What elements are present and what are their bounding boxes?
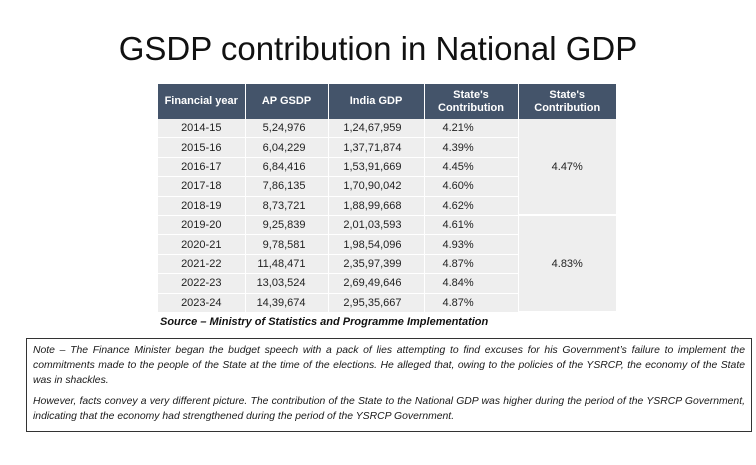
cell-contribution: 4.45% bbox=[424, 157, 519, 178]
cell-ap-gsdp: 9,78,581 bbox=[245, 234, 329, 255]
cell-india-gdp: 1,98,54,096 bbox=[328, 234, 425, 255]
cell-ap-gsdp: 13,03,524 bbox=[245, 273, 329, 294]
cell-year: 2020-21 bbox=[158, 234, 246, 255]
cell-year: 2015-16 bbox=[158, 137, 246, 158]
cell-year: 2022-23 bbox=[158, 273, 246, 294]
cell-year: 2016-17 bbox=[158, 157, 246, 178]
header-state-contribution: State's Contribution bbox=[424, 84, 519, 119]
cell-year: 2023-24 bbox=[158, 293, 246, 313]
header-india-gdp: India GDP bbox=[328, 84, 425, 119]
cell-contribution: 4.39% bbox=[424, 137, 519, 158]
cell-india-gdp: 1,88,99,668 bbox=[328, 196, 425, 216]
table-row: 2016-17 6,84,416 1,53,91,669 4.45% bbox=[158, 157, 616, 178]
table-header-row: Financial year AP GSDP India GDP State's… bbox=[158, 84, 616, 119]
page-title: GSDP contribution in National GDP bbox=[118, 30, 638, 67]
table-row: 2023-24 14,39,674 2,95,35,667 4.87% bbox=[158, 293, 616, 313]
cell-year: 2019-20 bbox=[158, 215, 246, 236]
cell-india-gdp: 2,69,49,646 bbox=[328, 273, 425, 294]
table-row: 2017-18 7,86,135 1,70,90,042 4.60% bbox=[158, 176, 616, 197]
cell-year: 2018-19 bbox=[158, 196, 246, 216]
cell-period-average: 4.83% bbox=[518, 215, 616, 314]
note-paragraph-1: Note – The Finance Minister began the bu… bbox=[33, 345, 745, 386]
cell-ap-gsdp: 11,48,471 bbox=[245, 254, 329, 275]
table-source: Source – Ministry of Statistics and Prog… bbox=[158, 313, 616, 331]
note-paragraph-2: However, facts convey a very different p… bbox=[33, 396, 745, 422]
table-row: 2014-15 5,24,976 1,24,67,959 4.21% 4.47% bbox=[158, 119, 616, 217]
cell-contribution: 4.93% bbox=[424, 234, 519, 255]
table-row: 2021-22 11,48,471 2,35,97,399 4.87% bbox=[158, 254, 616, 275]
cell-year: 2014-15 bbox=[158, 119, 246, 139]
note-box: Note – The Finance Minister began the bu… bbox=[26, 338, 752, 432]
cell-period-average: 4.47% bbox=[518, 119, 616, 217]
cell-india-gdp: 2,35,97,399 bbox=[328, 254, 425, 275]
cell-year: 2021-22 bbox=[158, 254, 246, 275]
cell-india-gdp: 2,95,35,667 bbox=[328, 293, 425, 313]
cell-contribution: 4.61% bbox=[424, 215, 519, 236]
table-row: 2019-20 9,25,839 2,01,03,593 4.61% 4.83% bbox=[158, 215, 616, 314]
cell-india-gdp: 1,53,91,669 bbox=[328, 157, 425, 178]
cell-contribution: 4.60% bbox=[424, 176, 519, 197]
table-row: 2020-21 9,78,581 1,98,54,096 4.93% bbox=[158, 234, 616, 255]
header-financial-year: Financial year bbox=[158, 84, 246, 119]
cell-india-gdp: 2,01,03,593 bbox=[328, 215, 425, 236]
cell-ap-gsdp: 6,04,229 bbox=[245, 137, 329, 158]
cell-ap-gsdp: 7,86,135 bbox=[245, 176, 329, 197]
cell-india-gdp: 1,37,71,874 bbox=[328, 137, 425, 158]
cell-contribution: 4.21% bbox=[424, 119, 519, 139]
cell-india-gdp: 1,24,67,959 bbox=[328, 119, 425, 139]
gsdp-table-container: Financial year AP GSDP India GDP State's… bbox=[158, 84, 616, 331]
cell-year: 2017-18 bbox=[158, 176, 246, 197]
cell-contribution: 4.87% bbox=[424, 293, 519, 313]
cell-contribution: 4.87% bbox=[424, 254, 519, 275]
gsdp-table: Financial year AP GSDP India GDP State's… bbox=[158, 84, 616, 314]
cell-ap-gsdp: 5,24,976 bbox=[245, 119, 329, 139]
cell-ap-gsdp: 9,25,839 bbox=[245, 215, 329, 236]
table-row: 2015-16 6,04,229 1,37,71,874 4.39% bbox=[158, 137, 616, 158]
cell-contribution: 4.62% bbox=[424, 196, 519, 216]
cell-contribution: 4.84% bbox=[424, 273, 519, 294]
cell-ap-gsdp: 8,73,721 bbox=[245, 196, 329, 216]
cell-india-gdp: 1,70,90,042 bbox=[328, 176, 425, 197]
table-row: 2022-23 13,03,524 2,69,49,646 4.84% bbox=[158, 273, 616, 294]
header-state-contribution-average: State's Contribution bbox=[518, 84, 616, 119]
header-ap-gsdp: AP GSDP bbox=[245, 84, 329, 119]
table-row: 2018-19 8,73,721 1,88,99,668 4.62% bbox=[158, 196, 616, 216]
cell-ap-gsdp: 14,39,674 bbox=[245, 293, 329, 313]
cell-ap-gsdp: 6,84,416 bbox=[245, 157, 329, 178]
